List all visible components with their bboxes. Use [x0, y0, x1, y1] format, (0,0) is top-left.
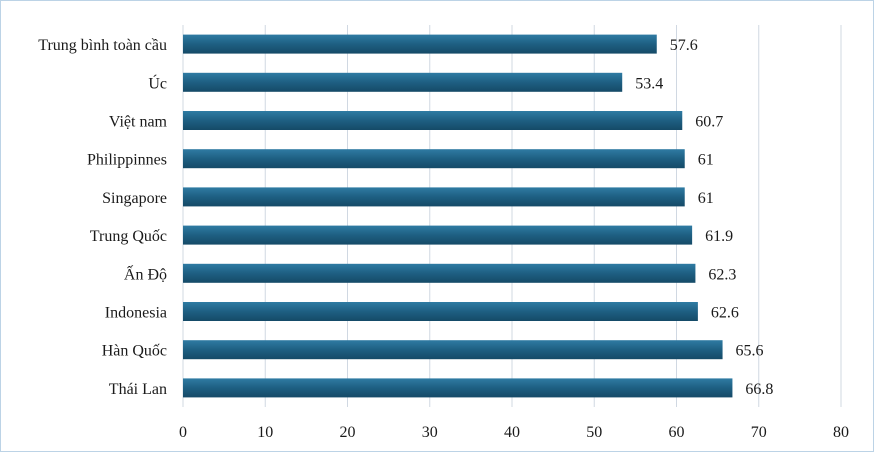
category-label: Việt nam	[109, 114, 168, 131]
bar	[183, 34, 657, 54]
x-tick-label: 20	[340, 424, 356, 441]
category-label: Indonesia	[105, 305, 167, 322]
category-label: Philippinnes	[87, 152, 167, 169]
bar	[183, 302, 698, 321]
bar	[183, 149, 685, 169]
category-label: Úc	[148, 73, 167, 92]
x-tick-label: 50	[586, 424, 602, 441]
x-tick-label: 0	[179, 424, 187, 441]
data-label: 62.6	[711, 305, 739, 322]
bar	[183, 263, 696, 283]
bar	[183, 340, 723, 360]
x-axis-tick-labels: 0 10 20 30 40 50 60 70 80	[179, 424, 849, 441]
category-label: Thái Lan	[109, 381, 167, 398]
bar	[183, 187, 685, 207]
category-label: Hàn Quốc	[102, 343, 167, 360]
x-tick-label: 60	[669, 424, 685, 441]
bar	[183, 225, 693, 245]
x-tick-label: 10	[257, 424, 273, 441]
data-label: 61.9	[705, 228, 733, 245]
bar	[183, 111, 683, 130]
data-label: 62.3	[708, 266, 736, 283]
x-tick-label: 70	[751, 424, 767, 441]
category-label: Singapore	[102, 190, 167, 207]
data-label: 61	[698, 190, 714, 207]
data-label: 65.6	[736, 343, 764, 360]
data-label: 53.4	[635, 75, 663, 92]
data-labels: 57.6 53.4 60.7 61 61 61.9 62.3 62.6 65.6 66.8	[635, 37, 773, 398]
data-label: 60.7	[695, 114, 723, 131]
bar	[183, 378, 733, 398]
category-labels: Trung bình toàn cầu Úc Việt nam Philippinne…	[38, 37, 167, 398]
category-label: Trung bình toàn cầu	[38, 37, 167, 54]
x-tick-label: 40	[504, 424, 520, 441]
data-label: 61	[698, 152, 714, 169]
data-label: 57.6	[670, 37, 698, 54]
bars	[183, 34, 733, 398]
category-label: Trung Quốc	[90, 228, 167, 245]
x-tick-label: 80	[833, 424, 849, 441]
data-label: 66.8	[745, 381, 773, 398]
x-tick-label: 30	[422, 424, 438, 441]
bar	[183, 72, 623, 92]
category-label: Ấn Độ	[124, 264, 167, 283]
